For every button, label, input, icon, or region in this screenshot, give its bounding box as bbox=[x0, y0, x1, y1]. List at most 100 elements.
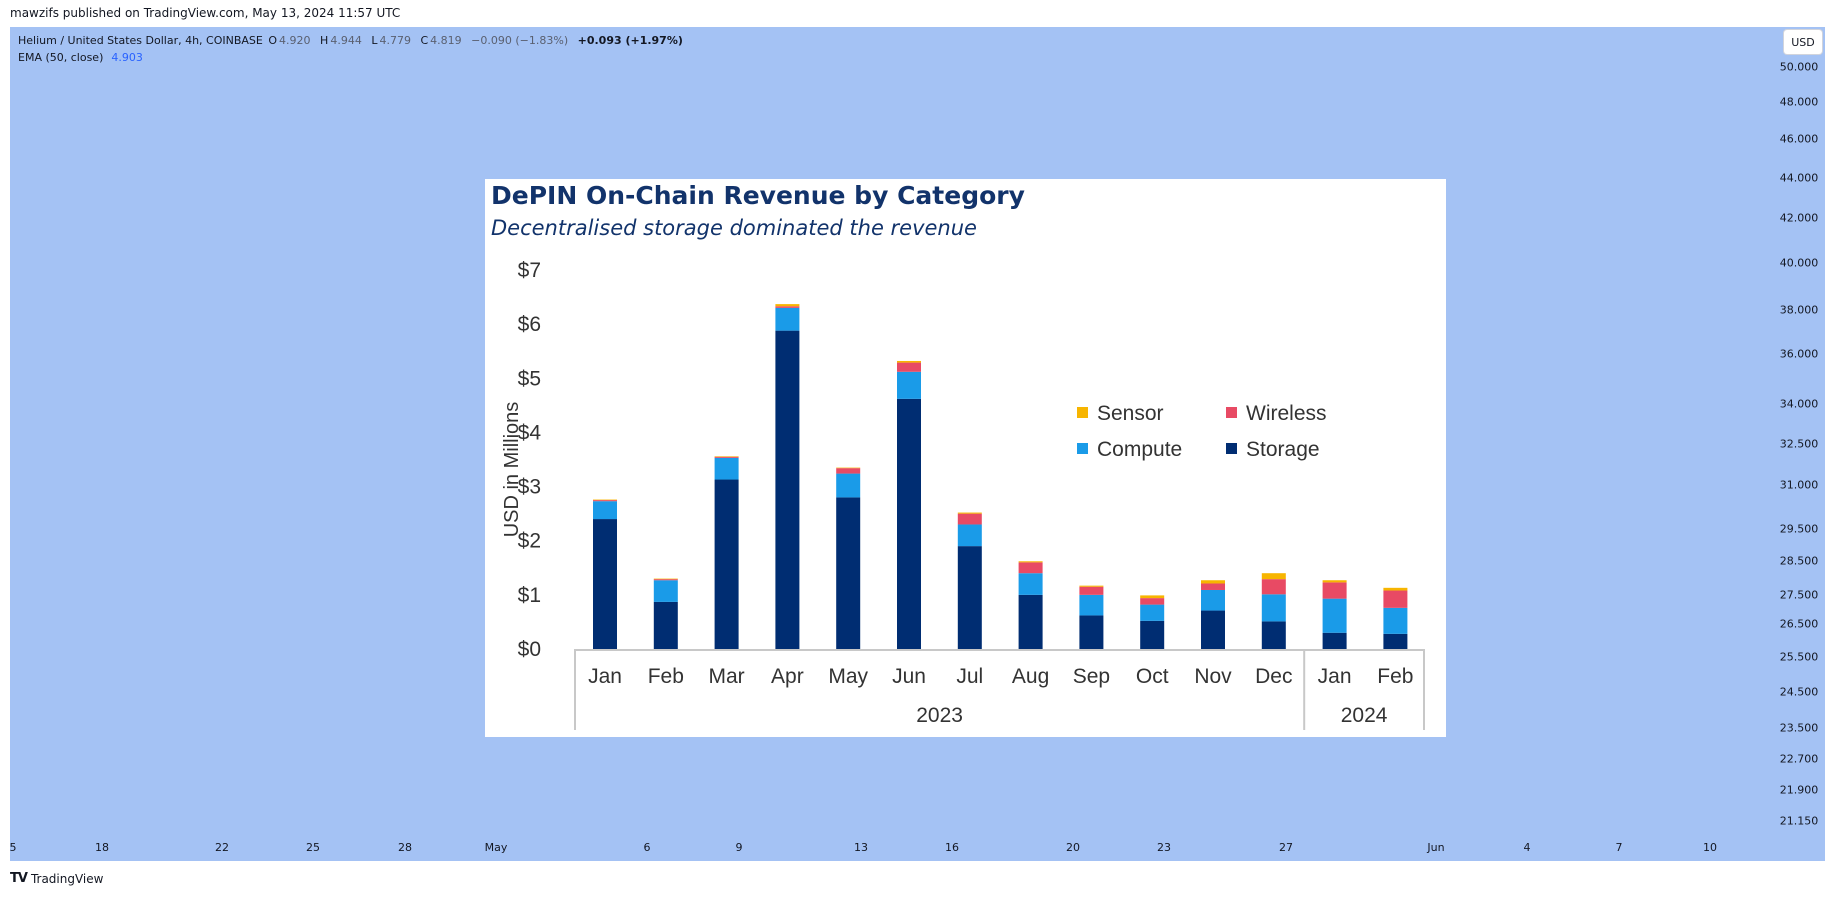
bar-segment-sensor bbox=[775, 304, 800, 307]
bar-segment-compute bbox=[1018, 573, 1043, 595]
price-axis-label: 26.500 bbox=[1779, 617, 1819, 631]
x-tick-label: Nov bbox=[1194, 665, 1232, 688]
high-value: 4.944 bbox=[330, 34, 362, 47]
price-axis-label: 40.000 bbox=[1779, 256, 1819, 270]
footer-brand: TradingView bbox=[30, 871, 104, 886]
legend-label-sensor: Sensor bbox=[1097, 402, 1164, 425]
price-axis-label: 25.500 bbox=[1779, 650, 1819, 664]
bar-segment-compute bbox=[836, 473, 861, 498]
bar-segment-sensor bbox=[1079, 585, 1104, 587]
x-tick-label: Jan bbox=[588, 665, 622, 688]
bar-segment-compute bbox=[897, 371, 921, 399]
time-axis-label: 4 bbox=[1523, 841, 1531, 854]
bar-segment-wireless bbox=[1383, 590, 1408, 608]
time-axis-label: 18 bbox=[95, 841, 109, 854]
legend-swatch-wireless bbox=[1226, 407, 1237, 418]
embedded-chart-image: DePIN On-Chain Revenue by Category Decen… bbox=[485, 179, 1446, 737]
x-tick-label: Mar bbox=[709, 665, 745, 688]
bar-segment-sensor bbox=[1201, 580, 1225, 584]
bar-segment-sensor bbox=[653, 578, 678, 580]
legend-swatch-compute bbox=[1077, 443, 1088, 454]
publish-line: mawzifs published on TradingView.com, Ma… bbox=[10, 6, 401, 20]
indicator-name[interactable]: EMA (50, close) bbox=[18, 51, 104, 64]
bar-segment-storage bbox=[1261, 621, 1286, 649]
bar-segment-compute bbox=[1261, 594, 1286, 622]
x-tick-label: Jan bbox=[1318, 665, 1352, 688]
bar-segment-compute bbox=[593, 501, 617, 520]
price-axis-label: 31.000 bbox=[1779, 478, 1819, 492]
time-axis-label: 16 bbox=[945, 841, 959, 854]
bar-segment-wireless bbox=[593, 500, 617, 502]
price-axis-label: 29.500 bbox=[1779, 522, 1819, 536]
change-value: −0.090 (−1.83%) bbox=[471, 34, 569, 47]
bar-segment-wireless bbox=[1322, 582, 1347, 599]
time-axis-label: 23 bbox=[1157, 841, 1171, 854]
bar-segment-storage bbox=[836, 497, 861, 649]
price-axis-label: 21.900 bbox=[1779, 783, 1819, 797]
x-tick-label: Jun bbox=[892, 665, 926, 688]
tradingview-footer[interactable]: TV TradingView bbox=[10, 871, 103, 886]
legend-swatch-sensor bbox=[1077, 407, 1088, 418]
indicator-legend[interactable]: EMA (50, close) 4.903 bbox=[18, 51, 143, 64]
bar-segment-storage bbox=[653, 601, 678, 649]
bar-segment-sensor bbox=[1018, 561, 1043, 563]
price-axis-label: 48.000 bbox=[1779, 95, 1819, 109]
x-tick-label: Jul bbox=[956, 665, 983, 688]
currency-button[interactable]: USD bbox=[1784, 30, 1822, 54]
chart-plot-area[interactable]: Helium / United States Dollar, 4h, COINB… bbox=[10, 27, 1825, 861]
bar-segment-wireless bbox=[1261, 579, 1286, 595]
x-tick-label: Dec bbox=[1255, 665, 1292, 688]
x-tick-label: Feb bbox=[1377, 665, 1413, 688]
bar-segment-sensor bbox=[714, 456, 739, 457]
chart-subtitle: Decentralised storage dominated the reve… bbox=[491, 216, 977, 240]
bar-segment-compute bbox=[714, 457, 739, 480]
y-tick-label: $0 bbox=[518, 638, 541, 661]
open-label: O bbox=[268, 34, 278, 47]
bar-segment-storage bbox=[897, 398, 921, 649]
high-label: H bbox=[320, 34, 329, 47]
bar-segment-storage bbox=[775, 330, 800, 649]
bar-segment-storage bbox=[1018, 594, 1043, 649]
bar-segment-storage bbox=[593, 519, 617, 649]
close-value: 4.819 bbox=[430, 34, 462, 47]
symbol-legend[interactable]: Helium / United States Dollar, 4h, COINB… bbox=[18, 34, 683, 47]
bar-segment-wireless bbox=[897, 362, 921, 372]
time-axis-label: 7 bbox=[1615, 841, 1623, 854]
bar-segment-sensor bbox=[593, 499, 617, 501]
open-value: 4.920 bbox=[279, 34, 311, 47]
bar-segment-sensor bbox=[1140, 595, 1165, 599]
y-tick-label: $7 bbox=[518, 259, 541, 282]
x-tick-label: Aug bbox=[1012, 665, 1049, 688]
bar-segment-storage bbox=[1140, 620, 1165, 649]
price-axis-label: 38.000 bbox=[1779, 303, 1819, 317]
price-axis-label: 22.700 bbox=[1779, 752, 1819, 766]
bar-segment-sensor bbox=[957, 512, 982, 514]
price-axis-label: 36.000 bbox=[1779, 347, 1819, 361]
symbol-name[interactable]: Helium / United States Dollar, 4h, COINB… bbox=[18, 34, 263, 47]
bar-segment-wireless bbox=[775, 306, 800, 308]
bar-segment-wireless bbox=[1079, 586, 1104, 595]
time-axis-label: 5 bbox=[10, 841, 17, 854]
time-axis-label: 9 bbox=[735, 841, 743, 854]
bar-segment-compute bbox=[1383, 607, 1408, 634]
bar-segment-compute bbox=[1140, 604, 1165, 621]
y-axis-title: USD in Millions bbox=[501, 402, 523, 538]
price-axis-label: 34.000 bbox=[1779, 397, 1819, 411]
close-label: C bbox=[420, 34, 429, 47]
time-axis-label: 20 bbox=[1066, 841, 1080, 854]
x-tick-label: Apr bbox=[771, 665, 804, 688]
bar-segment-compute bbox=[653, 580, 678, 602]
bar-segment-wireless bbox=[957, 513, 982, 525]
time-axis-label: May bbox=[484, 841, 508, 854]
time-axis-label: 25 bbox=[306, 841, 320, 854]
low-label: L bbox=[371, 34, 378, 47]
change2-value: +0.093 (+1.97%) bbox=[577, 34, 683, 47]
bar-segment-storage bbox=[1383, 633, 1408, 649]
legend-label-compute: Compute bbox=[1097, 438, 1182, 461]
y-tick-label: $5 bbox=[518, 367, 541, 390]
bar-segment-wireless bbox=[1201, 583, 1225, 590]
price-axis-label: 23.500 bbox=[1779, 721, 1819, 735]
bar-segment-storage bbox=[957, 546, 982, 649]
x-group-label: 2023 bbox=[916, 704, 963, 727]
x-tick-label: Sep bbox=[1073, 665, 1110, 688]
